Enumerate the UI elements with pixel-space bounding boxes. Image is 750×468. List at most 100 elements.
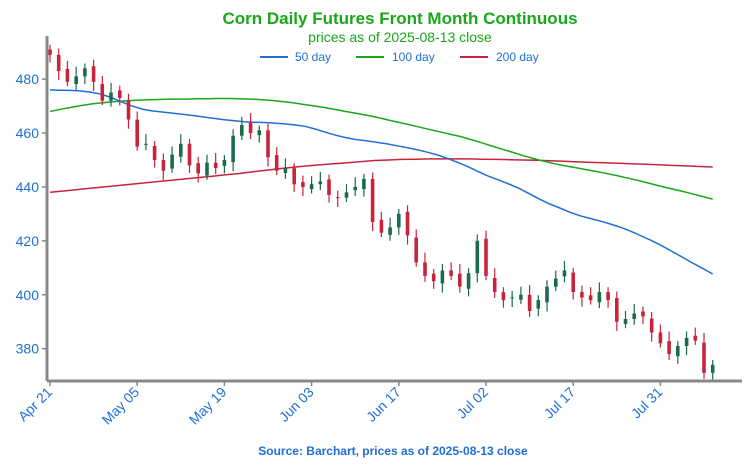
candle-body [693, 335, 698, 341]
ma-line-100-day [49, 97, 713, 200]
candle-30 [309, 176, 314, 194]
candle-body [336, 197, 340, 199]
candle-body [213, 162, 218, 169]
x-tick-label-jun-03: Jun 03 [276, 384, 317, 425]
x-tick-label-jul-02: Jul 02 [453, 384, 491, 422]
candle-66 [623, 310, 628, 329]
candle-body [527, 294, 532, 311]
candle-13 [161, 153, 166, 180]
candle-5 [91, 59, 96, 91]
candle-body [492, 278, 497, 292]
candle-body [56, 54, 61, 72]
y-tick-label-480: 480 [16, 71, 40, 87]
candle-72 [676, 341, 680, 364]
candle-body [519, 294, 523, 300]
candle-body [431, 273, 436, 282]
candle-49 [475, 234, 480, 283]
candle-22 [240, 116, 244, 140]
candle-body [109, 92, 113, 101]
candle-57 [545, 280, 549, 312]
candle-40 [397, 209, 401, 235]
candle-51 [492, 268, 497, 298]
candle-body [615, 298, 619, 322]
candle-29 [301, 175, 305, 197]
legend-label-100-day: 100 day [392, 50, 435, 64]
x-tick-label-may-05: May 05 [99, 384, 143, 428]
legend-label-50-day: 50 day [295, 50, 331, 64]
candle-body [710, 364, 715, 373]
candle-42 [414, 229, 418, 267]
candle-body [562, 270, 567, 277]
candle-62 [588, 287, 593, 305]
candle-2 [65, 60, 70, 87]
candle-body [48, 49, 52, 55]
candle-body [91, 66, 96, 82]
candle-body [362, 178, 366, 190]
candle-body [353, 186, 357, 191]
candle-37 [370, 172, 375, 232]
legend-label-200-day: 200 day [496, 50, 539, 64]
candle-20 [222, 155, 227, 174]
y-tick-label-460: 460 [16, 125, 40, 141]
candle-73 [684, 331, 689, 356]
candle-body [283, 168, 288, 173]
candle-body [536, 300, 541, 309]
candle-68 [641, 306, 645, 324]
candle-body [274, 155, 279, 171]
candle-8 [118, 85, 122, 106]
candle-body [588, 295, 593, 301]
candle-17 [196, 156, 200, 183]
candle-body [623, 319, 628, 324]
x-tick-label-jun-17: Jun 17 [363, 384, 404, 425]
candle-58 [554, 270, 558, 291]
candle-body [344, 192, 349, 198]
candle-body [501, 292, 506, 301]
candle-body [449, 270, 453, 276]
candle-14 [170, 146, 174, 173]
candle-body [301, 182, 305, 187]
candle-46 [449, 262, 453, 281]
candle-body [100, 84, 105, 101]
candle-18 [205, 154, 209, 180]
x-tick-label-apr-21: Apr 21 [15, 384, 56, 425]
candle-body [658, 332, 663, 344]
candle-9 [126, 93, 131, 129]
chart-title: Corn Daily Futures Front Month Continuou… [222, 9, 577, 28]
candle-body [266, 130, 270, 158]
candle-26 [274, 147, 279, 176]
candle-60 [571, 267, 575, 300]
candle-55 [527, 285, 532, 317]
candle-39 [388, 217, 392, 241]
candle-body [388, 227, 392, 235]
candle-63 [597, 282, 602, 309]
candle-12 [152, 141, 157, 168]
candle-71 [667, 331, 671, 360]
candle-7 [109, 82, 113, 107]
candlestick-layer [48, 44, 715, 381]
candle-body [126, 100, 131, 120]
candle-body [571, 272, 575, 292]
candle-69 [649, 312, 654, 342]
candle-body [240, 124, 244, 136]
candle-body [414, 237, 418, 263]
moving-average-layer [49, 89, 714, 275]
candle-body [170, 154, 174, 169]
candle-25 [266, 123, 270, 167]
candle-body [292, 168, 296, 185]
candle-body [187, 143, 192, 166]
candle-6 [100, 75, 105, 105]
y-tick-label-440: 440 [16, 179, 40, 195]
candle-35 [353, 177, 357, 197]
candle-53 [510, 291, 514, 308]
candle-45 [440, 264, 445, 293]
candle-23 [248, 113, 253, 139]
candle-body [676, 346, 680, 357]
ma-line-50-day [49, 89, 714, 275]
candle-body [161, 160, 166, 171]
candle-28 [292, 163, 296, 192]
candle-body [458, 273, 462, 287]
x-tick-label-may-19: May 19 [186, 384, 230, 428]
x-tick-label-jul-31: Jul 31 [628, 384, 666, 422]
